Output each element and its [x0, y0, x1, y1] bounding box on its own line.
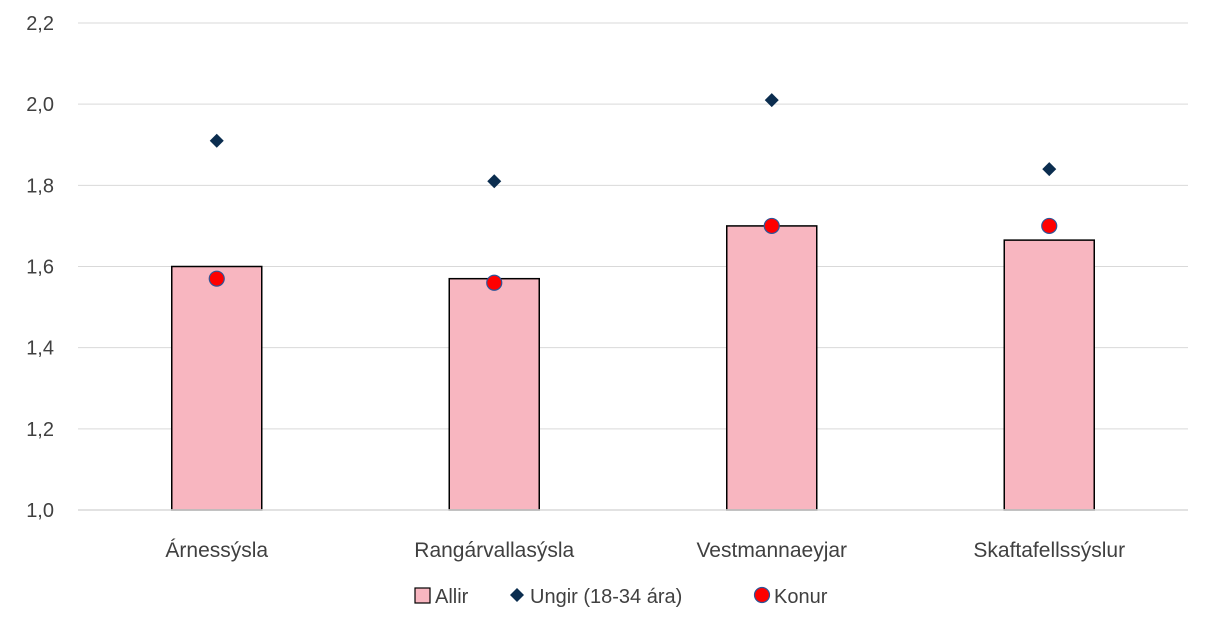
markers [208, 93, 1058, 291]
legend: Allir Ungir (18-34 ára) Konur [414, 586, 828, 608]
legend-swatch-allir [414, 587, 431, 604]
y-tick-label: 1,2 [26, 419, 54, 441]
bar-allir [448, 277, 540, 511]
y-tick-label: 1,4 [26, 338, 54, 360]
legend-swatch-ungir [510, 588, 524, 602]
grid [78, 22, 1188, 430]
legend-swatch-konur [753, 586, 771, 604]
marker-konur [1041, 217, 1058, 235]
y-axis-ticks: 1,0 1,2 1,4 1,6 1,8 2,0 2,2 [26, 13, 54, 522]
bar-allir [1003, 239, 1095, 511]
x-tick-label: Rangárvallasýsla [414, 539, 574, 562]
marker-konur [208, 270, 225, 287]
bar-allir [171, 265, 263, 511]
bars [171, 225, 1095, 511]
marker-ungir [764, 93, 779, 108]
bar-allir [726, 225, 818, 511]
legend-item-allir: Allir [414, 586, 469, 608]
x-tick-label: Árnessýsla [165, 539, 268, 562]
y-tick-label: 1,8 [26, 175, 54, 197]
y-tick-label: 1,0 [26, 500, 54, 522]
legend-label: Allir [435, 586, 469, 608]
x-axis-ticks: Árnessýsla Rangárvallasýsla Vestmannaeyjar… [165, 539, 1125, 562]
legend-item-ungir: Ungir (18-34 ára) [510, 586, 682, 608]
y-tick-label: 2,2 [26, 13, 54, 35]
marker-ungir [487, 174, 502, 189]
marker-konur [763, 217, 780, 235]
y-tick-label: 2,0 [26, 94, 54, 116]
y-tick-label: 1,6 [26, 257, 54, 279]
legend-item-konur: Konur [753, 586, 828, 608]
marker-ungir [1042, 162, 1057, 177]
x-tick-label: Vestmannaeyjar [696, 539, 847, 562]
legend-label: Konur [774, 586, 828, 608]
marker-konur [486, 274, 503, 291]
legend-label: Ungir (18-34 ára) [530, 586, 682, 608]
marker-ungir [209, 133, 224, 148]
x-tick-label: Skaftafellssýslur [973, 539, 1125, 562]
